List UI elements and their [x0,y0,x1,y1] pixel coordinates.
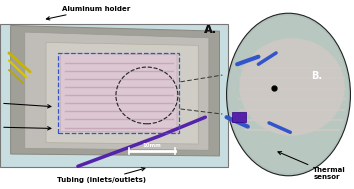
Text: B.: B. [311,71,322,81]
Bar [58,53,179,133]
Polygon shape [25,32,209,150]
Text: Porous
membrane: Porous membrane [0,120,51,133]
Ellipse shape [228,16,349,173]
FancyBboxPatch shape [0,24,228,167]
Text: 10mm: 10mm [143,143,161,148]
Polygon shape [60,53,177,132]
Text: Tubing (inlets/outlets): Tubing (inlets/outlets) [57,168,145,184]
Polygon shape [11,26,219,156]
Ellipse shape [227,13,350,176]
Bar [232,112,246,122]
Text: Thermal
sensor: Thermal sensor [278,152,346,180]
Text: Aluminum holder: Aluminum holder [46,5,130,20]
Text: A.: A. [205,25,216,35]
Ellipse shape [239,38,345,136]
Text: PET-ITO
heater: PET-ITO heater [0,96,51,108]
Polygon shape [46,43,198,144]
Text: A.: A. [204,25,217,35]
